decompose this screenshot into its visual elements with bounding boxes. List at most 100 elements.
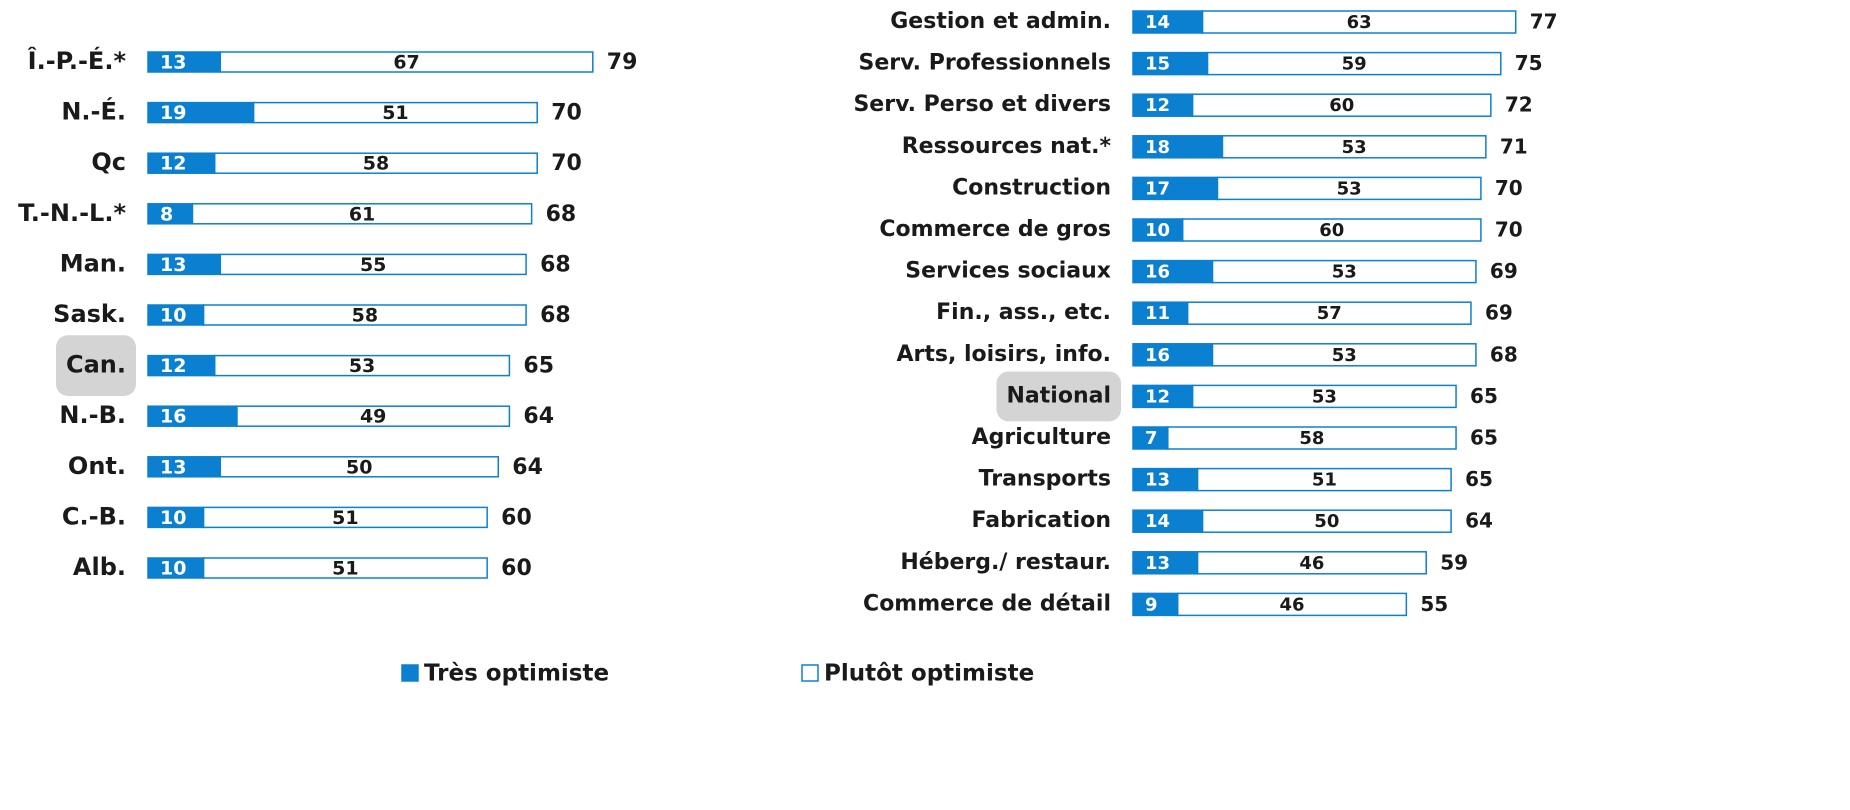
data-label: 13 <box>1145 470 1170 491</box>
category-label: National <box>1007 383 1111 408</box>
data-label: 7 <box>1145 428 1158 449</box>
bar-segment <box>202 304 527 326</box>
category-label: N.-B. <box>59 401 126 429</box>
total-label: 71 <box>1500 134 1528 158</box>
category-label: Commerce de gros <box>879 217 1111 242</box>
data-label: 12 <box>1145 95 1170 116</box>
total-label: 79 <box>607 50 638 75</box>
data-label: 51 <box>332 507 358 529</box>
data-label: 58 <box>1299 428 1324 449</box>
data-label: 49 <box>360 406 386 428</box>
bar-segment <box>1167 426 1457 450</box>
legend-swatch <box>401 664 419 682</box>
category-label: Services sociaux <box>905 259 1111 284</box>
data-label: 14 <box>1145 12 1170 33</box>
data-label: 17 <box>1145 178 1170 199</box>
total-label: 75 <box>1515 51 1543 75</box>
total-label: 70 <box>1495 218 1523 242</box>
category-label: Serv. Perso et divers <box>853 92 1111 117</box>
data-label: 13 <box>160 456 186 478</box>
data-label: 59 <box>1342 54 1367 75</box>
category-label: Fabrication <box>972 508 1111 533</box>
total-label: 69 <box>1485 301 1513 325</box>
bar-segment <box>1206 51 1502 76</box>
total-label: 65 <box>1470 426 1498 450</box>
bar-segment <box>1201 10 1517 34</box>
category-label: Arts, loisirs, info. <box>896 342 1111 367</box>
legend-label: Plutôt optimiste <box>824 661 1034 687</box>
category-label: C.-B. <box>62 502 126 530</box>
legend-label: Très optimiste <box>424 661 609 687</box>
total-label: 70 <box>551 101 582 126</box>
data-label: 10 <box>160 558 186 580</box>
total-label: 65 <box>1465 467 1493 491</box>
data-label: 16 <box>1145 262 1170 283</box>
total-label: 77 <box>1530 10 1558 34</box>
category-label: Transports <box>979 467 1111 492</box>
total-label: 68 <box>540 252 571 277</box>
total-label: 64 <box>1465 509 1493 533</box>
total-label: 60 <box>501 556 532 581</box>
highlight-box <box>996 371 1121 422</box>
bar-segment <box>219 253 527 276</box>
bar-segment <box>219 51 594 73</box>
bar-segment <box>1191 93 1492 117</box>
data-label: 50 <box>1314 511 1339 532</box>
data-label: 46 <box>1299 553 1324 574</box>
category-label: Alb. <box>73 553 126 581</box>
bar-segment <box>1216 176 1482 201</box>
category-label: Héberg./ restaur. <box>900 550 1111 575</box>
bar-segment <box>202 506 488 529</box>
total-label: 68 <box>540 303 571 328</box>
category-label: Qc <box>91 148 126 176</box>
data-label: 16 <box>160 406 186 428</box>
category-label: Sask. <box>53 300 126 328</box>
total-label: 72 <box>1505 93 1533 117</box>
data-label: 13 <box>160 52 186 74</box>
highlight-box <box>55 335 136 396</box>
total-label: 70 <box>1495 176 1523 200</box>
data-label: 51 <box>332 558 358 580</box>
bar-segment <box>1211 259 1477 284</box>
data-label: 11 <box>1145 303 1170 324</box>
category-label: Can. <box>66 351 126 379</box>
total-label: 68 <box>546 202 577 227</box>
data-label: 67 <box>393 52 419 74</box>
data-label: 10 <box>1145 220 1170 241</box>
data-label: 60 <box>1329 95 1354 116</box>
data-label: 9 <box>1145 594 1158 615</box>
data-label: 58 <box>363 153 389 175</box>
category-label: Ont. <box>68 452 126 480</box>
bar-segment <box>236 405 511 427</box>
data-label: 51 <box>382 102 408 124</box>
data-label: 8 <box>160 203 173 225</box>
data-label: 18 <box>1145 137 1170 158</box>
data-label: 19 <box>160 102 186 124</box>
category-label: Commerce de détail <box>863 591 1111 616</box>
bar-segment <box>191 203 533 225</box>
data-label: 60 <box>1319 220 1344 241</box>
bar-segment <box>213 152 538 174</box>
total-label: 60 <box>501 505 532 530</box>
bar-segment <box>1201 509 1452 533</box>
category-label: Agriculture <box>972 425 1111 450</box>
category-label: Gestion et admin. <box>890 9 1111 34</box>
total-label: 69 <box>1490 259 1518 283</box>
data-label: 13 <box>1145 553 1170 574</box>
data-label: 15 <box>1145 54 1170 75</box>
data-label: 53 <box>349 355 375 377</box>
data-label: 13 <box>160 254 186 276</box>
bar-segment <box>1221 135 1487 159</box>
data-label: 55 <box>360 254 386 276</box>
bar-segment <box>1196 551 1427 575</box>
data-label: 12 <box>160 355 186 377</box>
data-label: 53 <box>1332 345 1357 366</box>
data-label: 53 <box>1342 137 1367 158</box>
bar-segment <box>1186 301 1472 325</box>
bar-segment <box>1176 592 1408 617</box>
data-label: 12 <box>160 153 186 175</box>
highlight-layer <box>55 335 1121 422</box>
data-label: 16 <box>1145 345 1170 366</box>
data-label: 63 <box>1347 12 1372 33</box>
